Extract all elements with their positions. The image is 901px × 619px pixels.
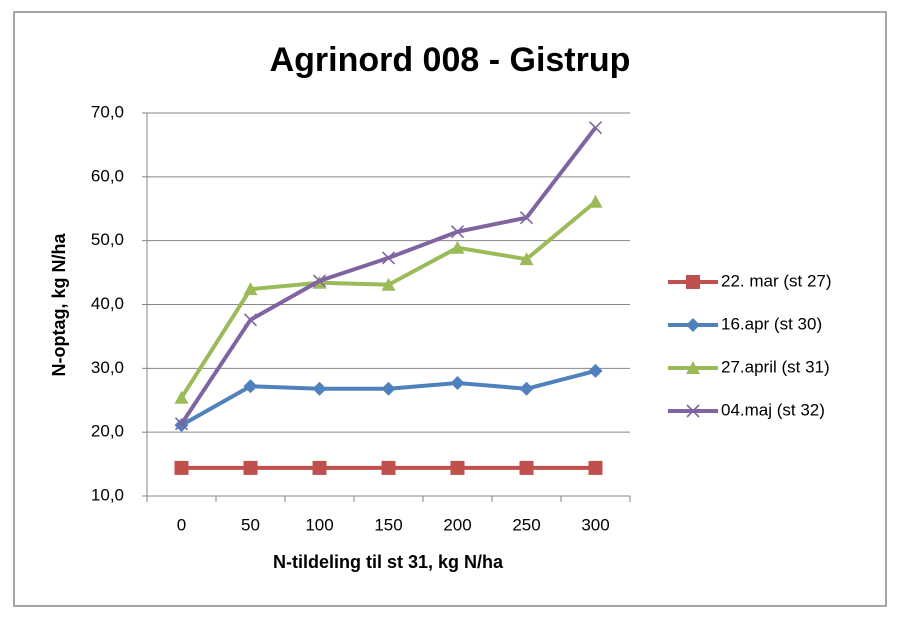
chart-title: Agrinord 008 - Gistrup (270, 41, 631, 79)
marker (381, 381, 396, 396)
marker (174, 390, 189, 404)
marker (450, 376, 465, 391)
marker (312, 274, 327, 288)
marker (174, 460, 189, 475)
marker (519, 252, 534, 266)
legend-label: 27.april (st 31) (721, 357, 830, 376)
marker (686, 361, 700, 374)
y-tick-label: 20,0 (91, 422, 124, 441)
y-tick-label: 10,0 (91, 485, 124, 504)
marker (450, 460, 465, 475)
marker (243, 282, 258, 296)
marker (312, 460, 327, 475)
marker (381, 460, 396, 475)
y-tick-label: 40,0 (91, 294, 124, 313)
marker (312, 381, 327, 396)
marker (381, 277, 396, 291)
y-tick-label: 60,0 (91, 166, 124, 185)
marker (588, 194, 603, 208)
y-axis-title: N-optag, kg N/ha (49, 233, 69, 377)
marker (519, 381, 534, 396)
x-axis-title: N-tildeling til st 31, kg N/ha (273, 552, 504, 572)
marker (450, 225, 465, 239)
x-tick-label: 300 (581, 515, 609, 534)
marker (243, 379, 258, 394)
marker (588, 460, 603, 475)
x-tick-label: 250 (512, 515, 540, 534)
marker (686, 275, 700, 289)
x-tick-label: 0 (177, 515, 186, 534)
legend-label: 16.apr (st 30) (721, 314, 822, 333)
legend-label: 22. mar (st 27) (721, 271, 832, 290)
y-tick-label: 30,0 (91, 358, 124, 377)
marker (381, 251, 396, 265)
chart-frame (13, 11, 887, 607)
x-tick-label: 100 (305, 515, 333, 534)
marker (686, 404, 700, 418)
marker (519, 211, 534, 225)
marker (588, 121, 603, 135)
marker (243, 460, 258, 475)
y-tick-label: 50,0 (91, 230, 124, 249)
marker (588, 363, 603, 378)
x-tick-label: 150 (374, 515, 402, 534)
x-tick-label: 200 (443, 515, 471, 534)
y-tick-label: 70,0 (91, 102, 124, 121)
marker (450, 240, 465, 254)
marker (174, 417, 189, 431)
x-tick-label: 50 (241, 515, 260, 534)
legend-label: 04.maj (st 32) (721, 400, 825, 419)
marker (519, 460, 534, 475)
marker (243, 313, 258, 327)
marker (686, 318, 700, 332)
